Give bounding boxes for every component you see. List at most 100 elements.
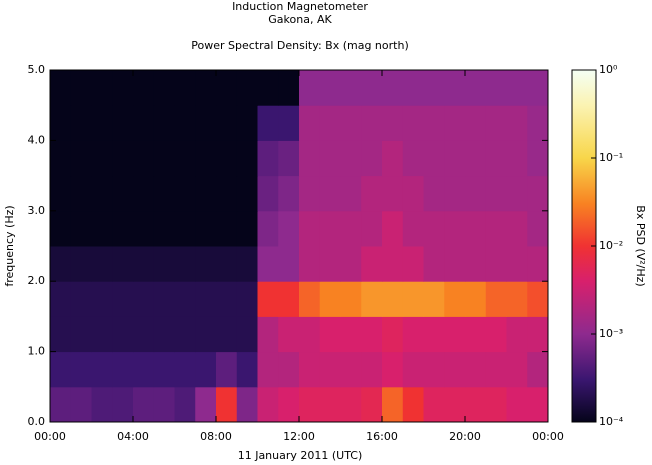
heatmap-cell — [133, 246, 155, 282]
heatmap-cell — [236, 386, 258, 423]
heatmap-cell — [527, 70, 549, 106]
heatmap-cell — [361, 105, 383, 141]
y-axis-label: frequency (Hz) — [3, 205, 16, 286]
x-tick-label: 00:00 — [34, 430, 66, 443]
colorbar-label: Bx PSD (V²/Hz) — [634, 205, 647, 286]
heatmap-cell — [50, 140, 72, 177]
heatmap-cell — [50, 210, 72, 247]
heatmap-cell — [423, 70, 445, 106]
heatmap-cell — [278, 210, 300, 247]
heatmap-cell — [382, 386, 404, 423]
heatmap-cell — [402, 140, 424, 177]
heatmap-cell — [112, 316, 134, 353]
heatmap-cell — [423, 316, 445, 353]
y-tick-label: 2.0 — [28, 274, 46, 287]
heatmap-cell — [133, 281, 155, 317]
y-tick-label: 3.0 — [28, 204, 46, 217]
heatmap-cell — [91, 351, 113, 388]
colorbar-tick-label: 10⁻² — [599, 239, 623, 252]
heatmap-cell — [444, 281, 466, 317]
heatmap-cell — [485, 210, 507, 247]
heatmap-cell — [236, 351, 258, 388]
heatmap-cell — [319, 70, 341, 106]
heatmap-cell — [278, 175, 300, 212]
heatmap-cell — [361, 70, 383, 106]
heatmap-cell — [465, 386, 487, 423]
heatmap-cell — [340, 175, 362, 212]
heatmap-cell — [257, 70, 279, 106]
heatmap-cell — [423, 386, 445, 423]
heatmap-cell — [91, 386, 113, 423]
heatmap-cell — [506, 246, 528, 282]
heatmap-cell — [465, 70, 487, 106]
heatmap-cell — [278, 70, 300, 106]
heatmap-cell — [402, 386, 424, 423]
heatmap-cell — [195, 105, 217, 141]
heatmap-cell — [423, 351, 445, 388]
heatmap-cell — [216, 105, 238, 141]
heatmap-cell — [382, 246, 404, 282]
heatmap-cell — [361, 210, 383, 247]
heatmap-cell — [278, 246, 300, 282]
heatmap-cell — [216, 70, 238, 106]
heatmap-cell — [216, 210, 238, 247]
heatmap-cell — [361, 351, 383, 388]
heatmap-cell — [174, 140, 196, 177]
heatmap-cell — [278, 351, 300, 388]
heatmap-cell — [257, 175, 279, 212]
heatmap-cell — [465, 246, 487, 282]
heatmap-cell — [382, 351, 404, 388]
heatmap-cell — [174, 246, 196, 282]
heatmap-cell — [236, 246, 258, 282]
heatmap-cell — [444, 70, 466, 106]
heatmap-cell — [50, 351, 72, 388]
y-tick-label: 1.0 — [28, 345, 46, 358]
heatmap-cell — [506, 70, 528, 106]
heatmap-cell — [278, 386, 300, 423]
heatmap-cell — [153, 175, 175, 212]
heatmap-cell — [485, 316, 507, 353]
colorbar-tick-label: 10⁰ — [599, 63, 618, 76]
x-tick-label: 20:00 — [449, 430, 481, 443]
heatmap-cell — [527, 105, 549, 141]
heatmap-cell — [319, 246, 341, 282]
heatmap-cell — [361, 316, 383, 353]
heatmap-cell — [319, 316, 341, 353]
heatmap-cell — [361, 140, 383, 177]
heatmap-cell — [70, 70, 92, 106]
heatmap-cell — [299, 175, 321, 212]
heatmap-cell — [340, 70, 362, 106]
heatmap-cell — [91, 316, 113, 353]
heatmap-cell — [444, 105, 466, 141]
x-tick-label: 00:00 — [532, 430, 564, 443]
heatmap-cell — [50, 175, 72, 212]
heatmap-cell — [153, 210, 175, 247]
heatmap-cell — [402, 210, 424, 247]
heatmap-cell — [299, 246, 321, 282]
heatmap-cell — [195, 140, 217, 177]
heatmap-cell — [91, 140, 113, 177]
heatmap-cell — [257, 386, 279, 423]
heatmap-cell — [423, 281, 445, 317]
heatmap-cell — [361, 246, 383, 282]
heatmap-cell — [402, 175, 424, 212]
heatmap-cell — [91, 105, 113, 141]
heatmap-cell — [444, 175, 466, 212]
heatmap-cell — [174, 351, 196, 388]
heatmap-cell — [444, 351, 466, 388]
heatmap-cell — [402, 281, 424, 317]
heatmap-cell — [195, 351, 217, 388]
heatmap-cell — [340, 210, 362, 247]
heatmap-cell — [340, 281, 362, 317]
heatmap-cell — [236, 175, 258, 212]
plot-title: Power Spectral Density: Bx (mag north) — [191, 39, 408, 52]
heatmap-cell — [423, 246, 445, 282]
heatmap-cell — [299, 105, 321, 141]
heatmap-cell — [423, 105, 445, 141]
heatmap-cell — [216, 140, 238, 177]
heatmap-cell — [506, 351, 528, 388]
heatmap-cell — [485, 386, 507, 423]
heatmap-cell — [216, 386, 238, 423]
heatmap-cell — [465, 351, 487, 388]
